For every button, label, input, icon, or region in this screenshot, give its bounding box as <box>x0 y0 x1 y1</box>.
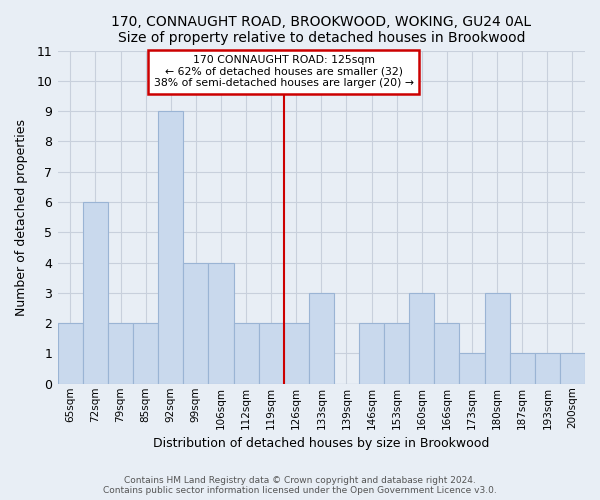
Bar <box>208 262 233 384</box>
Bar <box>183 262 208 384</box>
Text: Contains HM Land Registry data © Crown copyright and database right 2024.
Contai: Contains HM Land Registry data © Crown c… <box>103 476 497 495</box>
Bar <box>83 202 108 384</box>
Text: 170 CONNAUGHT ROAD: 125sqm
← 62% of detached houses are smaller (32)
38% of semi: 170 CONNAUGHT ROAD: 125sqm ← 62% of deta… <box>154 55 414 88</box>
Bar <box>434 323 460 384</box>
X-axis label: Distribution of detached houses by size in Brookwood: Distribution of detached houses by size … <box>153 437 490 450</box>
Bar <box>133 323 158 384</box>
Title: 170, CONNAUGHT ROAD, BROOKWOOD, WOKING, GU24 0AL
Size of property relative to de: 170, CONNAUGHT ROAD, BROOKWOOD, WOKING, … <box>112 15 532 45</box>
Bar <box>460 354 485 384</box>
Bar <box>485 293 509 384</box>
Bar <box>233 323 259 384</box>
Bar <box>509 354 535 384</box>
Bar <box>409 293 434 384</box>
Bar <box>309 293 334 384</box>
Bar <box>384 323 409 384</box>
Bar <box>58 323 83 384</box>
Bar <box>158 111 183 384</box>
Bar <box>535 354 560 384</box>
Bar <box>359 323 384 384</box>
Y-axis label: Number of detached properties: Number of detached properties <box>15 118 28 316</box>
Bar <box>284 323 309 384</box>
Bar <box>560 354 585 384</box>
Bar <box>259 323 284 384</box>
Bar <box>108 323 133 384</box>
